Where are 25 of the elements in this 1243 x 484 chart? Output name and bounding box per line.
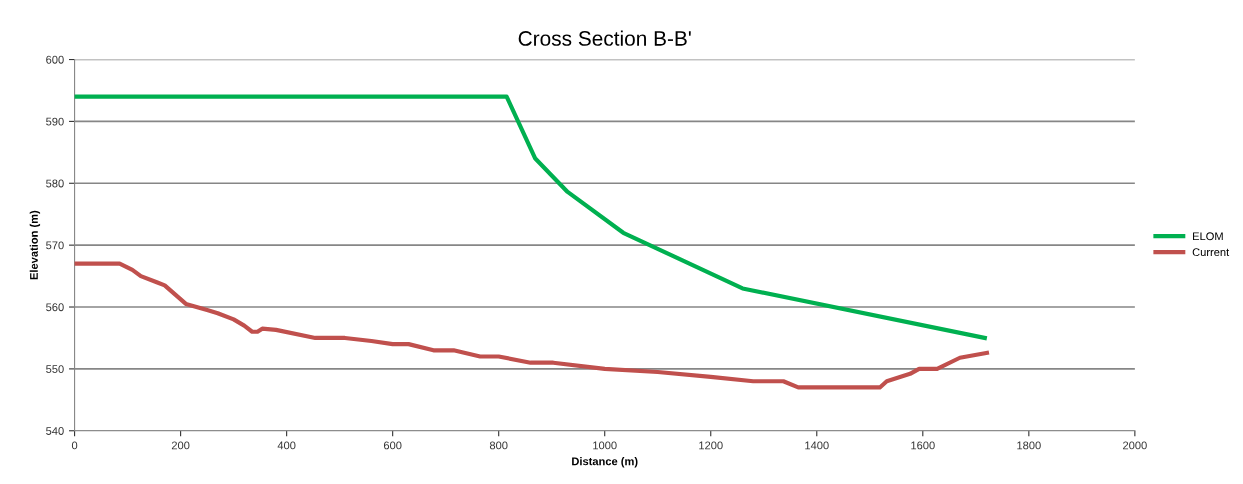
y-tick-label: 540 xyxy=(46,427,64,435)
y-tick-label: 580 xyxy=(46,179,64,188)
x-tick-label: 2000 xyxy=(1123,441,1147,450)
legend-label: Current xyxy=(1192,248,1230,257)
x-tick-label: 1000 xyxy=(593,441,617,450)
y-tick-label: 560 xyxy=(46,303,64,312)
chart-title: Cross Section B-B' xyxy=(518,30,691,46)
legend-label: ELOM xyxy=(1193,232,1223,241)
x-tick-label: 1400 xyxy=(805,441,829,450)
x-tick-label: 1800 xyxy=(1017,441,1041,450)
x-tick-label: 1200 xyxy=(699,441,723,450)
x-tick-label: 1600 xyxy=(911,441,935,450)
line-series xyxy=(74,94,987,341)
line-series xyxy=(74,261,990,390)
x-tick-label: 800 xyxy=(489,441,508,450)
y-axis-title: Elevation (m) xyxy=(29,210,41,280)
y-tick-label: 570 xyxy=(46,241,64,250)
y-tick-label: 600 xyxy=(46,55,64,64)
x-tick-label: 600 xyxy=(383,441,402,450)
x-tick-label: 400 xyxy=(277,441,296,450)
x-tick-label: 0 xyxy=(71,441,78,450)
y-tick-label: 550 xyxy=(46,365,64,374)
x-tick-label: 200 xyxy=(171,441,190,450)
x-axis-title: Distance (m) xyxy=(572,457,638,468)
y-tick-label: 590 xyxy=(46,117,64,126)
